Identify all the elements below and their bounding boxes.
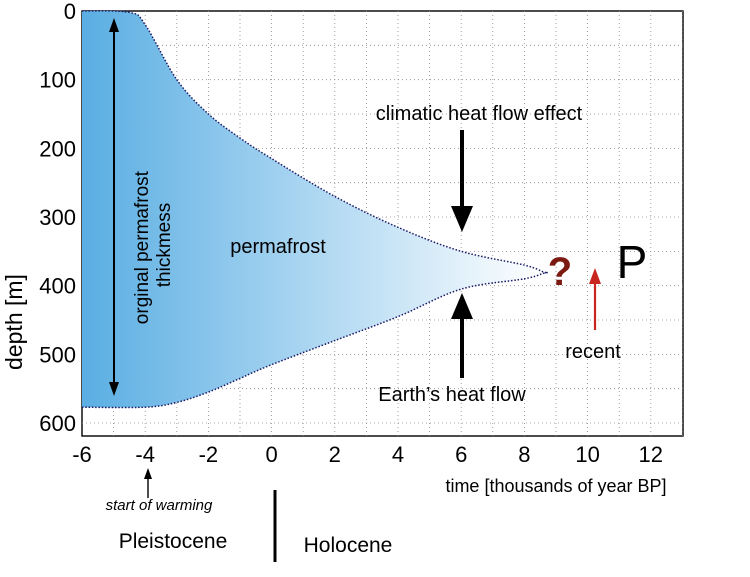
climatic-heat-flow-label: climatic heat flow effect: [376, 103, 583, 125]
y-tick-label: 0: [64, 0, 76, 24]
y-tick-label: 300: [39, 205, 76, 230]
climatic-arrow: [451, 130, 473, 232]
x-tick-label: 4: [392, 442, 404, 467]
earth-heat-flow-arrow: [451, 293, 473, 378]
permafrost-label: permafrost: [230, 236, 326, 258]
x-tick-label: -2: [199, 442, 219, 467]
y-tick-labels: 0 100 200 300 400 500 600: [39, 0, 76, 436]
x-tick-label: -4: [135, 442, 155, 467]
earth-heat-flow-label: Earth’s heat flow: [378, 384, 526, 406]
start-of-warming-arrow: [144, 468, 152, 498]
x-axis-label: time [thousands of year BP]: [445, 476, 666, 496]
recent-label: recent: [565, 341, 621, 363]
y-axis-label: depth [m]: [1, 274, 27, 370]
recent-arrow: [589, 268, 601, 330]
original-thickness-label: orginal permafrost thickmess: [132, 166, 175, 324]
permafrost-area: [82, 10, 549, 408]
question-mark: ?: [548, 250, 572, 294]
x-tick-label: 10: [575, 442, 599, 467]
y-tick-label: 100: [39, 68, 76, 93]
x-tick-label: 6: [455, 442, 467, 467]
x-tick-labels: -6 -4 -2 0 2 4 6 8 10 12: [72, 442, 663, 467]
original-thickness-arrow: [109, 18, 119, 396]
holocene-label: Holocene: [304, 534, 393, 557]
original-thickness-line1: orginal permafrost: [132, 170, 153, 324]
x-tick-label: 0: [265, 442, 277, 467]
y-tick-label: 400: [39, 274, 76, 299]
pleistocene-label: Pleistocene: [119, 530, 228, 553]
original-thickness-line2: thickmess: [154, 203, 175, 287]
x-tick-label: 8: [518, 442, 530, 467]
y-tick-label: 200: [39, 136, 76, 161]
x-tick-label: -6: [72, 442, 92, 467]
start-of-warming-label: start of warming: [106, 497, 213, 514]
x-tick-label: 2: [329, 442, 341, 467]
p-label: P: [617, 236, 648, 288]
y-tick-label: 600: [39, 411, 76, 436]
climatic-boundary-line: [81, 10, 549, 274]
earth-boundary-line: [81, 271, 549, 409]
y-tick-label: 500: [39, 342, 76, 367]
x-tick-label: 12: [639, 442, 663, 467]
